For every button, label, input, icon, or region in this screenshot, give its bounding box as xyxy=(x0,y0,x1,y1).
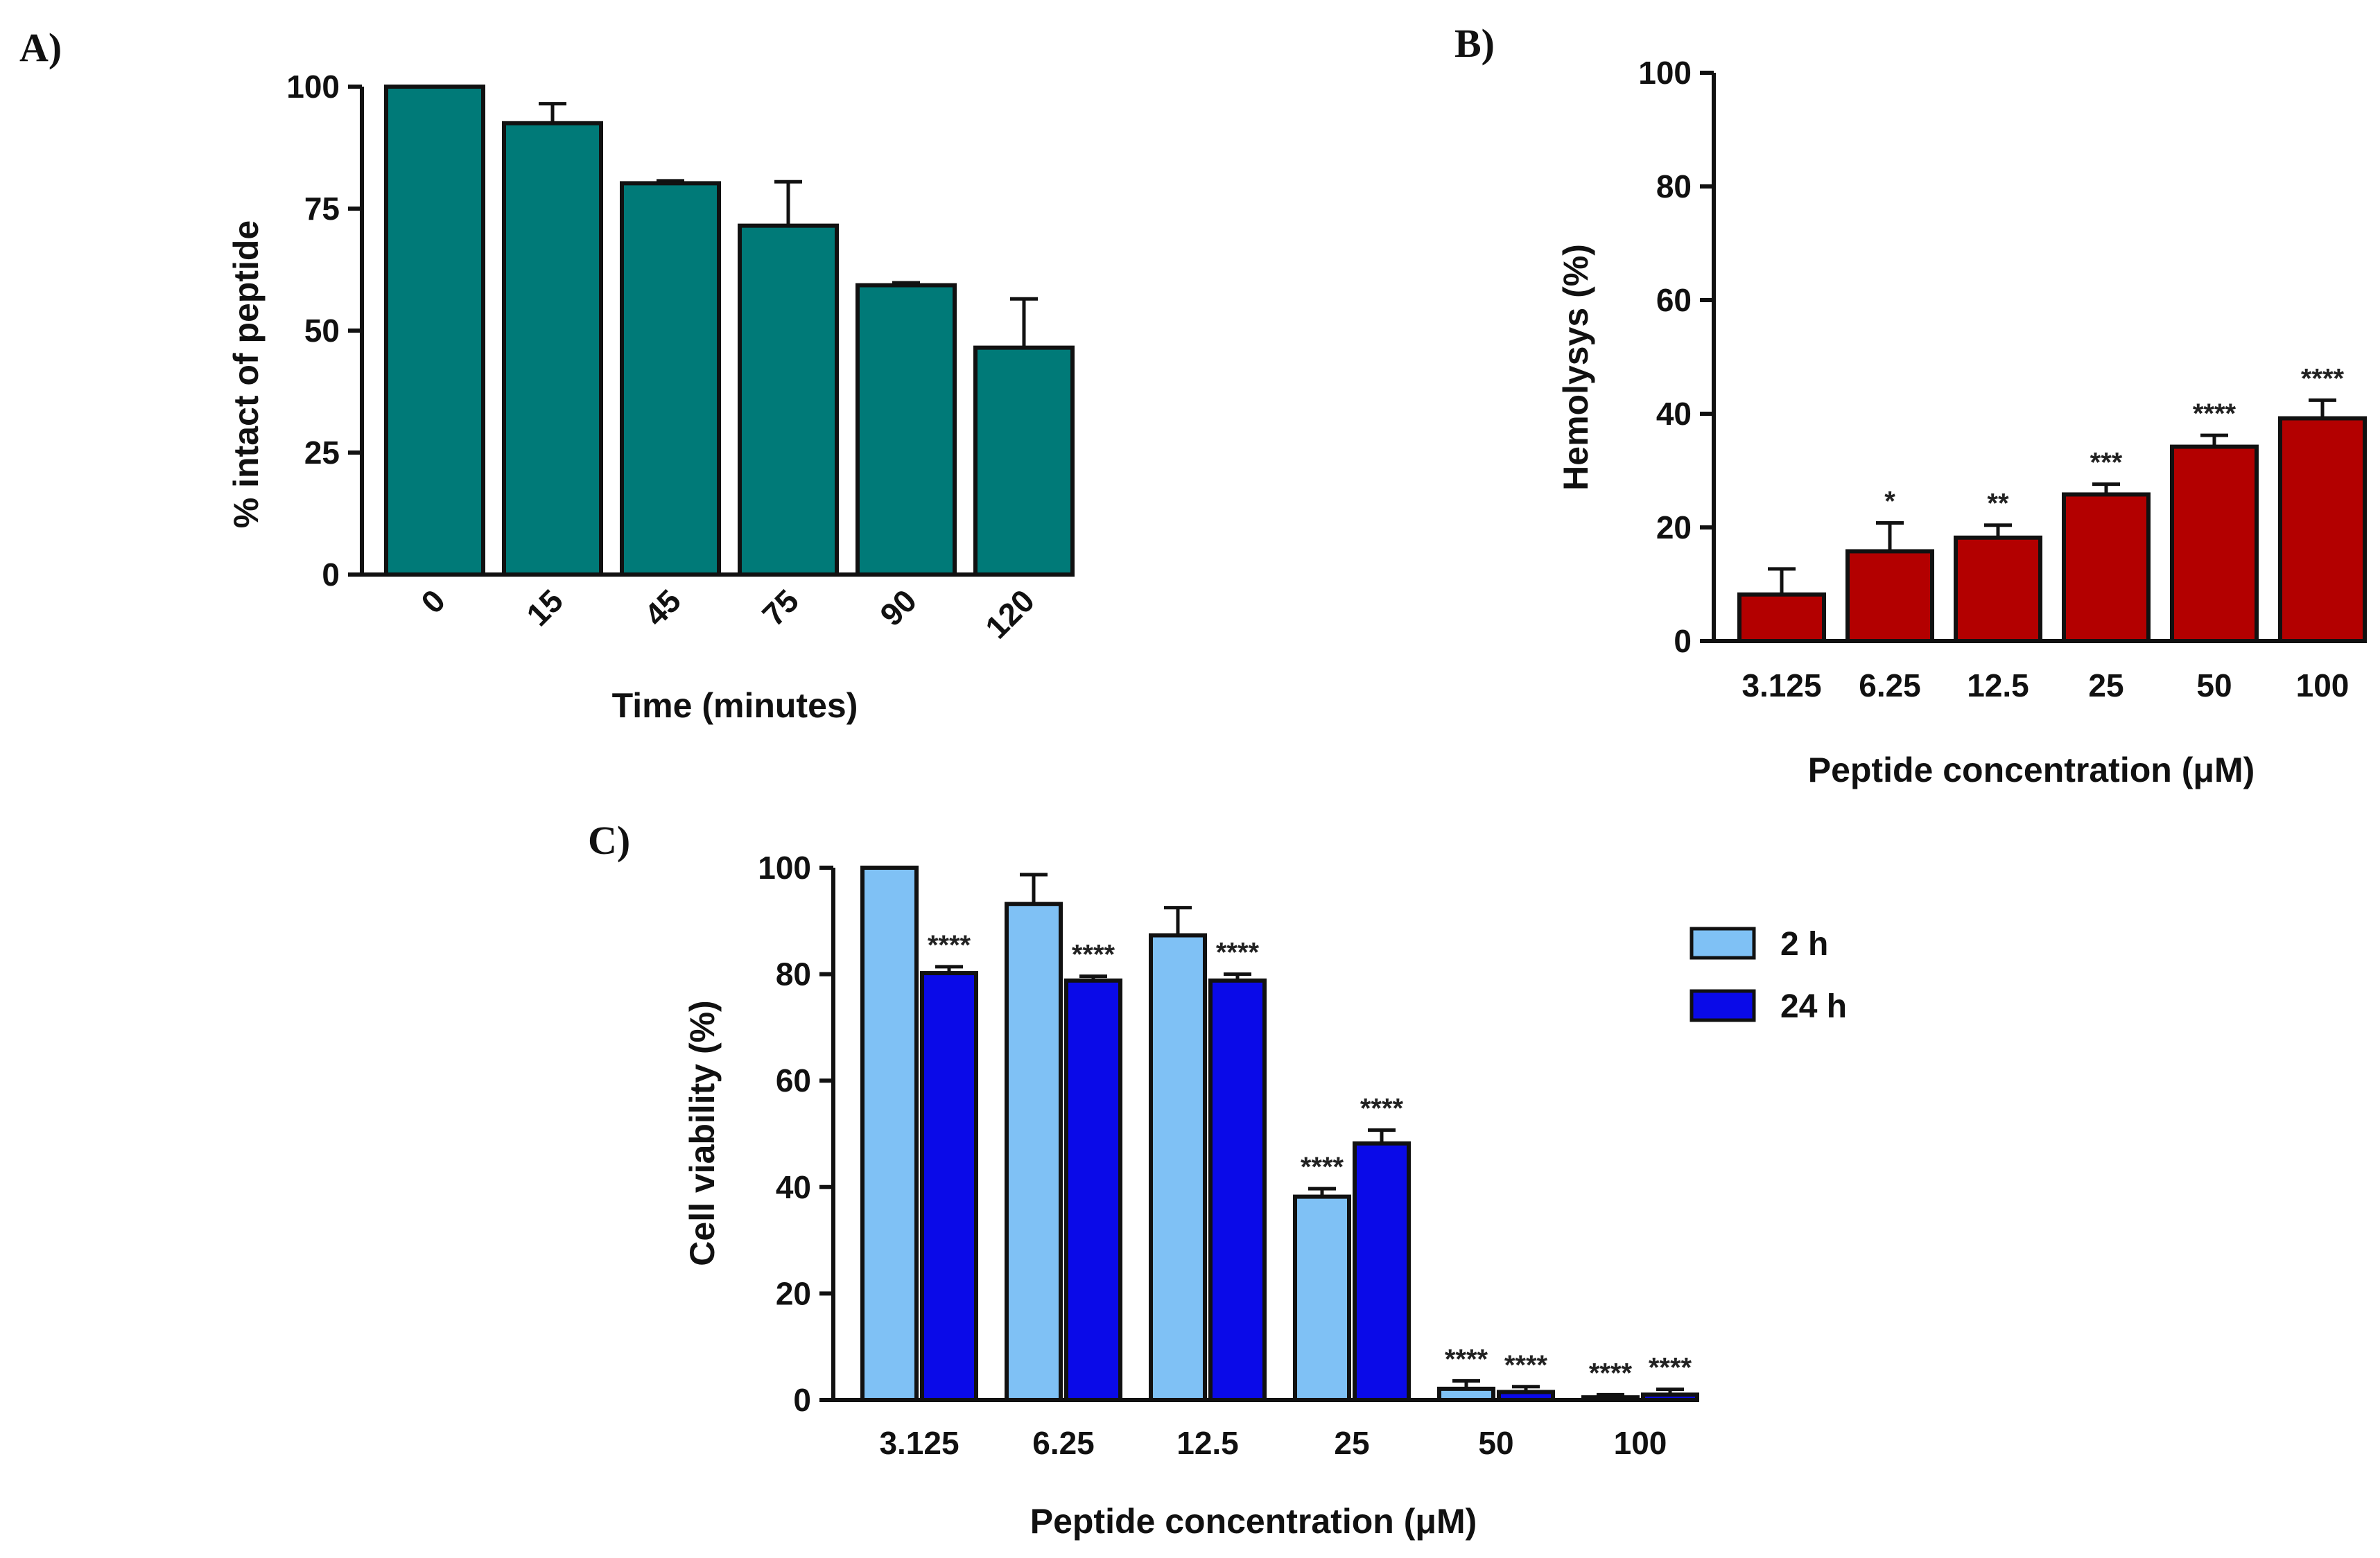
panel-c-significance-label: **** xyxy=(1504,1350,1548,1381)
panel-c-significance-label: **** xyxy=(928,930,971,961)
panel-c-ytick-label: 100 xyxy=(758,850,811,886)
panel-c-bar xyxy=(1581,1395,1640,1403)
panel-a-bar xyxy=(502,121,603,577)
panel-a-ytick-label: 25 xyxy=(304,435,340,471)
panel-c-bar xyxy=(1293,1194,1351,1403)
panel-c-significance-label: **** xyxy=(1649,1353,1692,1383)
panel-c-significance-label: **** xyxy=(1301,1152,1344,1182)
panel-c-significance-label: **** xyxy=(1216,938,1260,968)
panel-a-ytick-label: 50 xyxy=(304,313,340,349)
panel-b-bar xyxy=(1737,592,1826,644)
panel-b-significance-label: * xyxy=(1884,486,1895,516)
panel-c-chart: C) Cell viability (%) Peptide concentrat… xyxy=(588,818,1847,1541)
panel-c-bar xyxy=(1149,933,1207,1402)
panel-b-ytick-label: 0 xyxy=(1674,623,1692,659)
panel-a-xlabel: Time (minutes) xyxy=(612,686,858,725)
panel-a-chart: A) % intact of peptide Time (minutes) 0 2… xyxy=(19,25,1075,725)
panel-c-bar xyxy=(1437,1386,1495,1402)
panel-c-ytick-label: 20 xyxy=(776,1275,811,1311)
panel-c-label: C) xyxy=(588,818,630,863)
panel-c-xtick-label: 3.125 xyxy=(879,1425,959,1461)
panel-a-ytick-label: 100 xyxy=(286,69,340,105)
panel-c-bar xyxy=(1353,1141,1411,1402)
panel-c-marks: 0 20 40 60 80 100 **** 3.125 **** 6.25 **** 12.5 ***… xyxy=(758,850,1699,1461)
panel-a-bar xyxy=(384,85,485,577)
panel-b-chart: B) Hemolysys (%) Peptide concentration (… xyxy=(1454,21,2367,789)
panel-b-bar xyxy=(2278,416,2367,643)
panel-c-bar xyxy=(860,866,919,1402)
panel-a-xtick-label: 120 xyxy=(978,582,1041,645)
panel-a-xtick-label: 0 xyxy=(414,582,452,620)
panel-a-xtick-label: 45 xyxy=(637,582,688,633)
panel-c-xtick-label: 6.25 xyxy=(1032,1425,1095,1461)
panel-b-ytick-label: 100 xyxy=(1638,55,1692,91)
panel-b-xtick-label: 25 xyxy=(2088,667,2123,703)
panel-a-xtick-label: 75 xyxy=(755,582,806,633)
panel-c-significance-label: **** xyxy=(1589,1358,1633,1388)
panel-b-ylabel: Hemolysys (%) xyxy=(1556,244,1595,491)
panel-c-significance-label: **** xyxy=(1072,940,1115,970)
panel-c-bar xyxy=(1064,978,1122,1403)
panel-a-bar xyxy=(855,283,957,577)
panel-b-marks: 0 20 40 60 80 100 3.125 * 6.25 ** 12.5 *** 25 **** 50 *… xyxy=(1638,55,2367,703)
panel-b-significance-label: **** xyxy=(2193,399,2236,429)
legend-label-2h: 2 h xyxy=(1780,926,1828,963)
panel-a-bar xyxy=(973,345,1075,577)
panel-a-marks: 0 25 50 75 100 0 15 45 75 90 120 xyxy=(286,69,1075,645)
panel-c-significance-label: **** xyxy=(1360,1094,1404,1124)
legend-swatch-24h xyxy=(1690,989,1756,1022)
panel-b-ytick-label: 60 xyxy=(1656,282,1692,318)
panel-b-significance-label: **** xyxy=(2301,363,2345,394)
panel-c-ytick-label: 40 xyxy=(776,1169,811,1205)
panel-a-bar xyxy=(738,223,839,577)
panel-b-xtick-label: 6.25 xyxy=(1859,667,1921,703)
panel-c-bar xyxy=(1208,978,1267,1403)
panel-a-xtick-label: 90 xyxy=(873,582,923,633)
panel-a-ytick-label: 0 xyxy=(322,557,340,593)
panel-b-bar xyxy=(2170,444,2259,643)
panel-c-bar xyxy=(920,971,978,1402)
panel-b-ytick-label: 20 xyxy=(1656,509,1692,545)
panel-b-xtick-label: 3.125 xyxy=(1741,667,1821,703)
panel-b-xtick-label: 12.5 xyxy=(1967,667,2029,703)
panel-c-ytick-label: 0 xyxy=(793,1382,811,1418)
panel-b-xlabel: Peptide concentration (μM) xyxy=(1808,751,2255,789)
panel-b-ytick-label: 80 xyxy=(1656,168,1692,204)
panel-a-xtick-label: 15 xyxy=(519,582,570,633)
panel-a-label: A) xyxy=(19,25,62,70)
panel-b-xtick-label: 100 xyxy=(2296,667,2349,703)
panel-c-bar xyxy=(1005,902,1063,1402)
panel-c-bar xyxy=(1497,1390,1555,1402)
panel-b-bar xyxy=(1954,535,2042,644)
panel-c-legend: 2 h 24 h xyxy=(1690,926,1847,1025)
panel-b-bar xyxy=(1845,549,1934,643)
panel-c-xtick-label: 100 xyxy=(1614,1425,1667,1461)
panel-c-xlabel: Peptide concentration (μM) xyxy=(1030,1502,1477,1541)
legend-swatch-2h xyxy=(1690,927,1756,960)
panel-c-ytick-label: 60 xyxy=(776,1062,811,1099)
panel-c-xtick-label: 12.5 xyxy=(1176,1425,1239,1461)
panel-c-bar xyxy=(1641,1392,1699,1402)
legend-label-24h: 24 h xyxy=(1780,988,1847,1025)
panel-c-significance-label: **** xyxy=(1445,1344,1488,1374)
panel-c-ylabel: Cell viability (%) xyxy=(683,1000,722,1266)
panel-b-bar xyxy=(2062,492,2151,643)
panel-c-xtick-label: 25 xyxy=(1334,1425,1369,1461)
panel-a-ylabel: % intact of peptide xyxy=(227,220,266,528)
panel-b-significance-label: *** xyxy=(2090,448,2123,478)
panel-a-ytick-label: 75 xyxy=(304,191,340,227)
panel-c-ytick-label: 80 xyxy=(776,956,811,992)
panel-b-label: B) xyxy=(1454,21,1495,66)
panel-b-xtick-label: 50 xyxy=(2196,667,2232,703)
panel-c-xtick-label: 50 xyxy=(1478,1425,1513,1461)
panel-b-ytick-label: 40 xyxy=(1656,396,1692,432)
panel-b-significance-label: ** xyxy=(1987,489,2009,519)
panel-a-bar xyxy=(620,181,721,577)
